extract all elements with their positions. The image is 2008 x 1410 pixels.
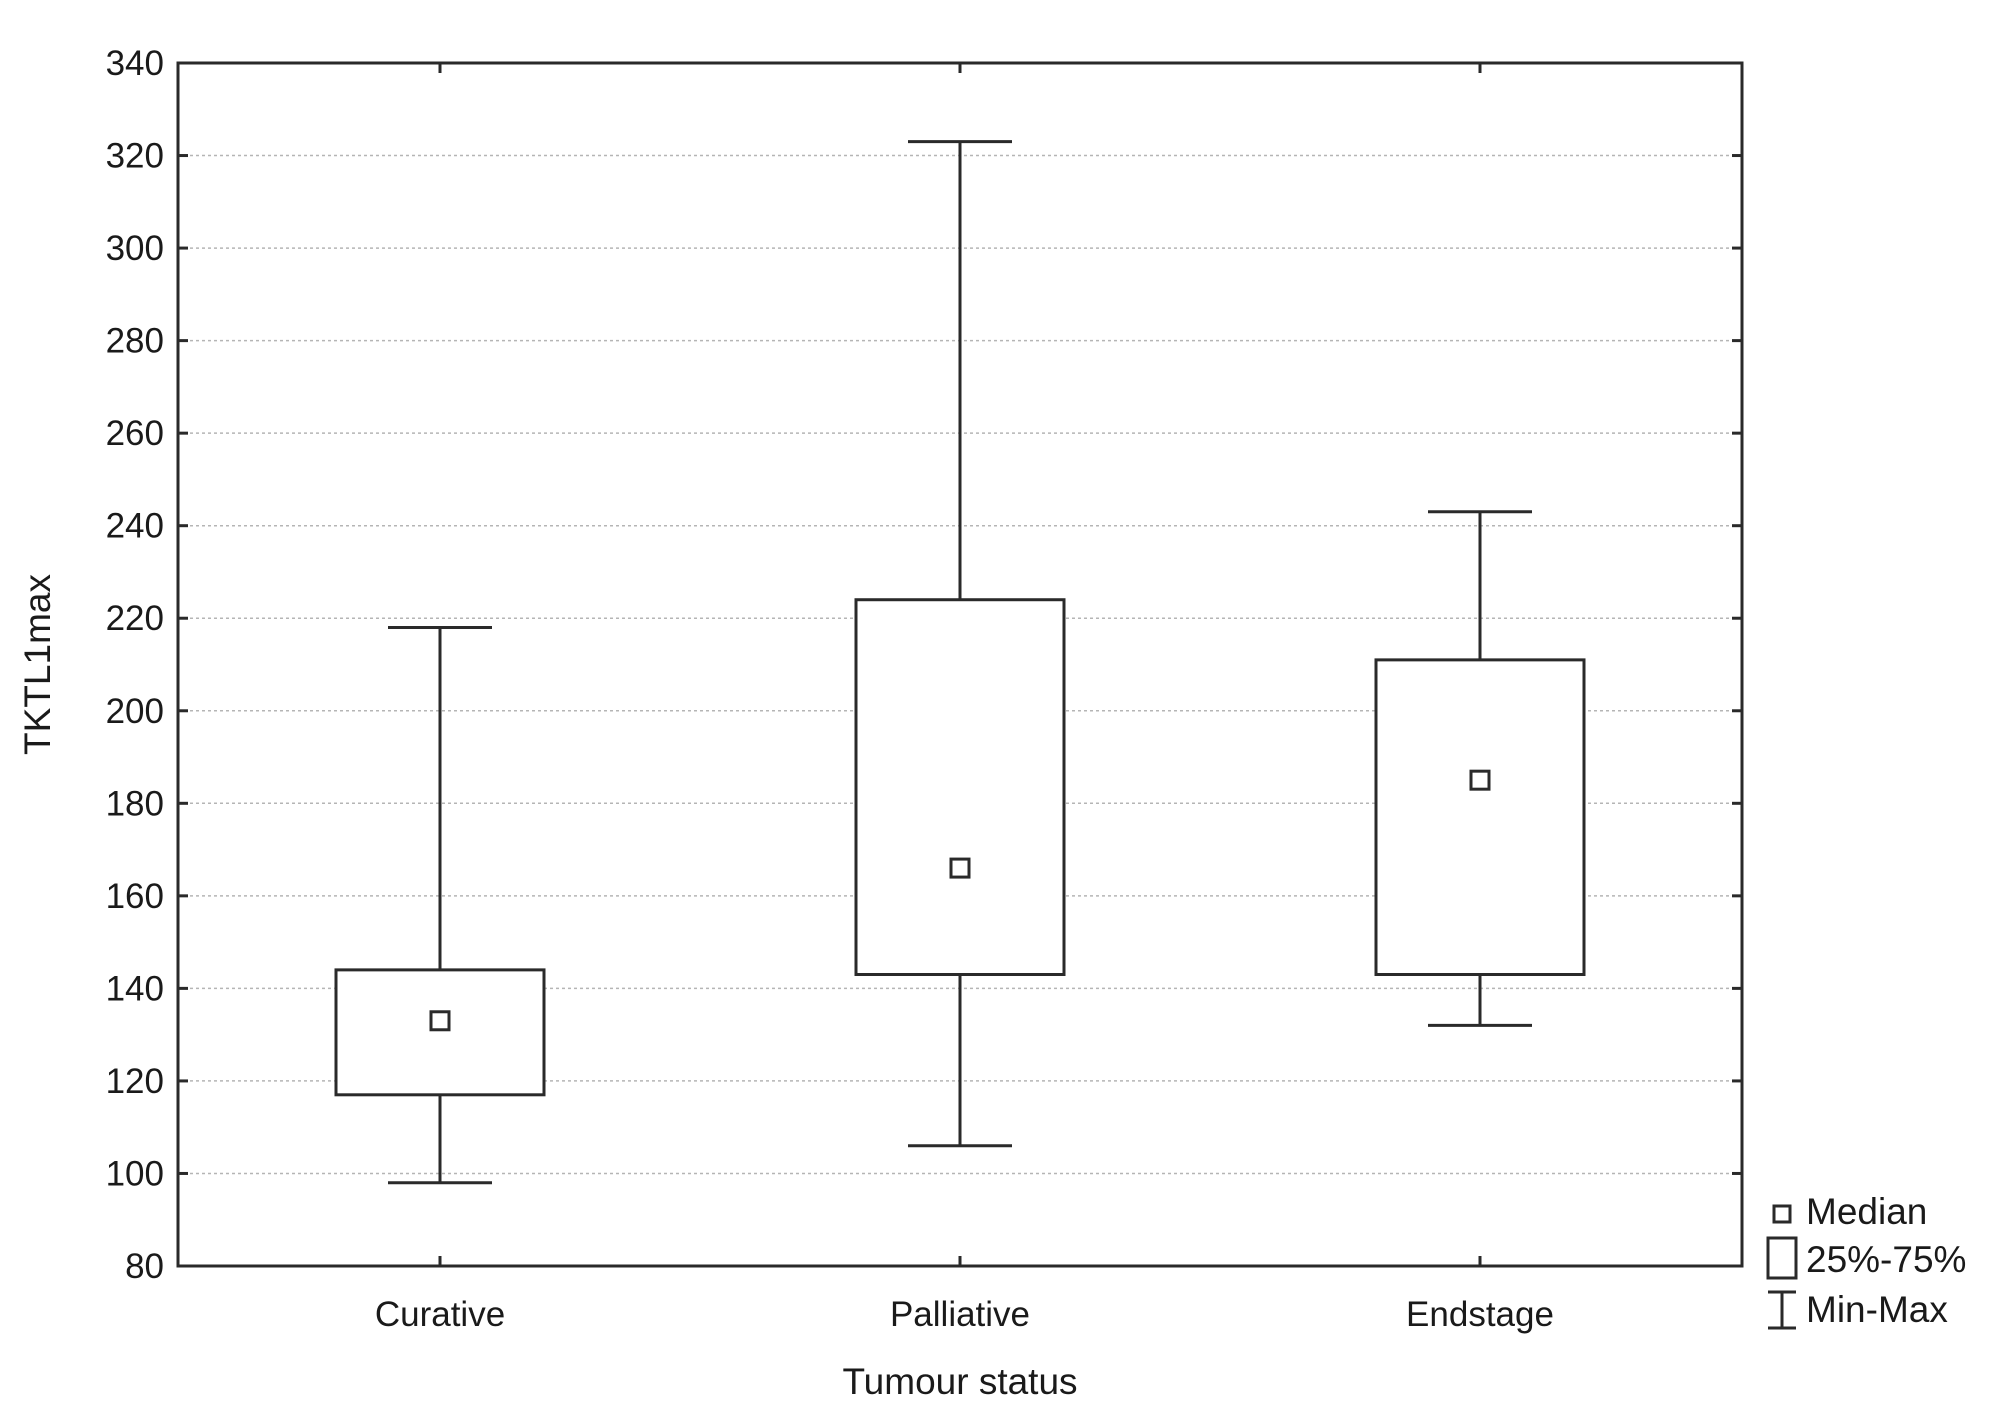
x-tick-label: Palliative xyxy=(890,1295,1030,1334)
y-tick-label: 120 xyxy=(106,1062,164,1101)
legend-label: Min-Max xyxy=(1806,1289,1948,1330)
y-tick-label: 260 xyxy=(106,414,164,453)
median-marker xyxy=(1469,769,1491,791)
x-tick-label: Endstage xyxy=(1406,1295,1554,1334)
legend-label: 25%-75% xyxy=(1806,1239,1966,1280)
y-tick-label: 140 xyxy=(106,969,164,1008)
box-endstage xyxy=(1374,510,1586,1027)
axis-ticks: 80 100 120 140 160 180 200 220 240 260 280 300 320 34… xyxy=(106,44,1742,1334)
y-tick-label: 300 xyxy=(106,229,164,268)
y-tick-label: 80 xyxy=(125,1247,164,1286)
legend-box-symbol xyxy=(1766,1236,1798,1280)
x-axis-title: Tumour status xyxy=(842,1361,1077,1402)
y-axis-title: TKTL1max xyxy=(17,574,58,755)
y-tick-label: 200 xyxy=(106,692,164,731)
iqr-box xyxy=(1374,658,1586,977)
box-series xyxy=(334,140,1586,1185)
y-tick-label: 100 xyxy=(106,1154,164,1193)
y-tick-label: 280 xyxy=(106,322,164,361)
y-tick-label: 220 xyxy=(106,599,164,638)
y-tick-label: 160 xyxy=(106,877,164,916)
y-tick-label: 240 xyxy=(106,507,164,546)
x-tick-label: Curative xyxy=(375,1295,505,1334)
legend: Median 25%-75% Min-Max xyxy=(1766,1191,1966,1330)
median-marker xyxy=(949,857,971,879)
y-tick-label: 180 xyxy=(106,784,164,823)
legend-item-box: 25%-75% xyxy=(1766,1236,1966,1280)
box-curative xyxy=(334,625,546,1185)
box-palliative xyxy=(854,140,1066,1148)
legend-median-symbol xyxy=(1772,1204,1792,1224)
iqr-box xyxy=(854,598,1066,977)
legend-label: Median xyxy=(1806,1191,1927,1232)
iqr-box xyxy=(334,968,546,1097)
legend-item-median-marker: Median xyxy=(1772,1191,1927,1232)
median-marker xyxy=(429,1010,451,1032)
y-tick-label: 320 xyxy=(106,137,164,176)
y-tick-label: 340 xyxy=(106,44,164,83)
legend-item-whisker: Min-Max xyxy=(1768,1289,1948,1330)
